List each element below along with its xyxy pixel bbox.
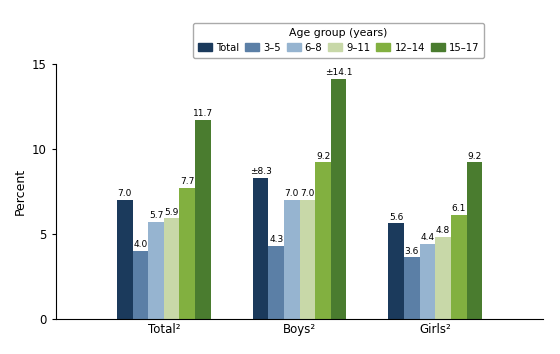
Text: 7.0: 7.0: [300, 189, 315, 198]
Text: ±14.1: ±14.1: [325, 68, 352, 77]
Bar: [419, 244, 435, 319]
Bar: [300, 200, 315, 319]
Bar: [195, 120, 211, 319]
Bar: [331, 79, 347, 319]
Bar: [315, 162, 331, 319]
Bar: [180, 188, 195, 319]
Text: 5.7: 5.7: [149, 211, 164, 220]
Text: 9.2: 9.2: [467, 152, 482, 161]
Text: 3.6: 3.6: [405, 247, 419, 256]
Bar: [268, 246, 284, 319]
Text: 6.1: 6.1: [451, 204, 466, 213]
Text: 11.7: 11.7: [193, 109, 213, 118]
Bar: [253, 178, 268, 319]
Bar: [284, 200, 300, 319]
Bar: [435, 237, 451, 319]
Text: 4.0: 4.0: [133, 240, 148, 249]
Text: 4.8: 4.8: [436, 226, 450, 235]
Bar: [451, 215, 466, 319]
Text: 4.3: 4.3: [269, 235, 283, 244]
Bar: [148, 222, 164, 319]
Bar: [404, 257, 419, 319]
Text: 7.0: 7.0: [284, 189, 299, 198]
Bar: [133, 251, 148, 319]
Legend: Total, 3–5, 6–8, 9–11, 12–14, 15–17: Total, 3–5, 6–8, 9–11, 12–14, 15–17: [193, 23, 484, 58]
Bar: [389, 223, 404, 319]
Text: 9.2: 9.2: [316, 152, 330, 161]
Text: 7.0: 7.0: [118, 189, 132, 198]
Text: 7.7: 7.7: [180, 177, 194, 186]
Bar: [117, 200, 133, 319]
Text: 5.6: 5.6: [389, 213, 404, 222]
Bar: [466, 162, 482, 319]
Bar: [164, 218, 180, 319]
Text: 4.4: 4.4: [421, 233, 435, 242]
Y-axis label: Percent: Percent: [13, 167, 26, 215]
Text: ±8.3: ±8.3: [250, 167, 272, 176]
Text: 5.9: 5.9: [165, 208, 179, 217]
